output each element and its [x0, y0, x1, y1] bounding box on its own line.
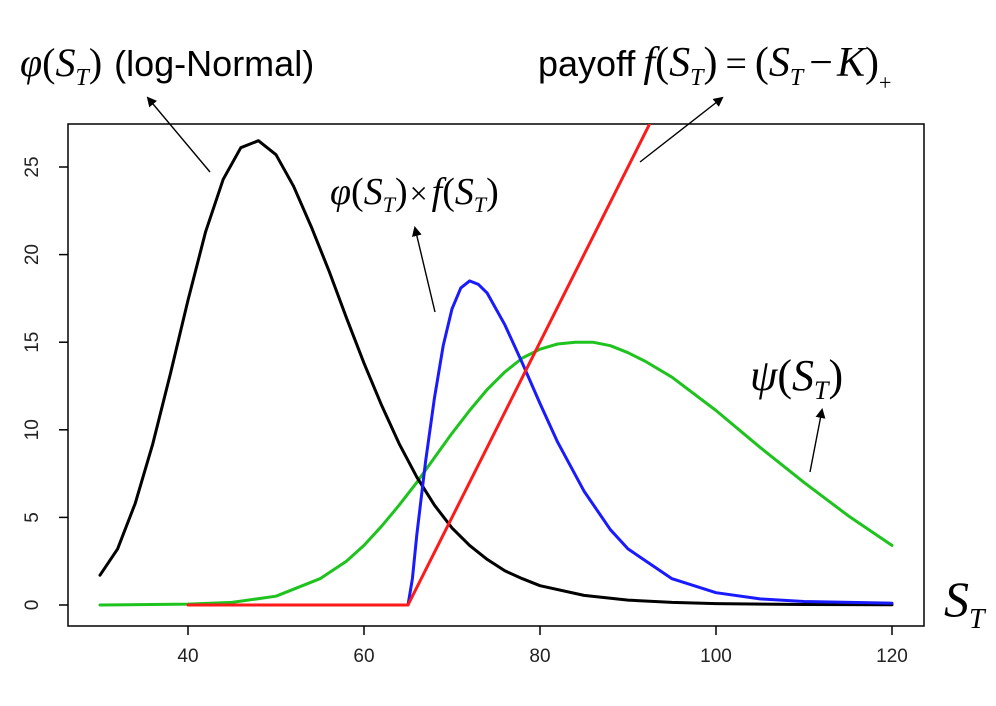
series-layer — [98, 124, 894, 607]
y-tick-label: 10 — [22, 419, 43, 440]
plot-frame — [67, 123, 925, 627]
payoff-annotation: payoff f(ST) = (ST −K)+ — [538, 40, 891, 95]
series-line-lognormal — [98, 139, 894, 607]
lognormal-annotation: φ(ST) (log-Normal) — [20, 40, 314, 91]
psi-arrow — [809, 408, 826, 473]
series-line-payoff — [186, 124, 652, 607]
series-line-psi — [98, 340, 894, 607]
x-axis: 40 60 80 100 120 — [177, 626, 908, 667]
y-axis: 0 5 10 15 20 25 — [22, 156, 68, 610]
y-tick-label: 25 — [22, 156, 43, 177]
lognormal-sub: T — [75, 65, 90, 91]
x-tick-label: 60 — [353, 646, 374, 667]
y-tick-label: 20 — [22, 244, 43, 265]
y-tick-label: 5 — [22, 512, 43, 523]
lognormal-fn: φ — [20, 40, 42, 85]
y-tick-label: 15 — [22, 332, 43, 353]
product-annotation: φ(ST)× f(ST) — [330, 171, 499, 217]
lognormal-arrow — [146, 96, 211, 173]
payoff-plus: + — [879, 70, 891, 95]
psi-annotation: ψ(ST) — [750, 351, 843, 405]
product-arrow — [411, 226, 436, 313]
axis-variable-label: ST — [944, 571, 987, 635]
payoff-prefix: payoff — [538, 43, 636, 84]
lognormal-suffix: (log-Normal) — [114, 43, 314, 84]
x-tick-label: 40 — [177, 646, 198, 667]
x-tick-label: 100 — [700, 646, 732, 667]
y-tick-label: 0 — [22, 600, 43, 611]
lognormal-var: S — [55, 40, 75, 85]
x-tick-label: 120 — [876, 646, 908, 667]
series-line-product — [406, 279, 894, 607]
payoff-arrow — [639, 96, 724, 163]
x-tick-label: 80 — [529, 646, 550, 667]
